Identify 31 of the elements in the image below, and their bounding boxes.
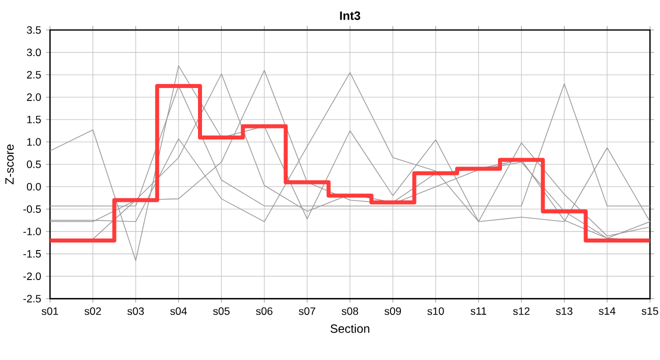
y-tick-label: 2.5 bbox=[27, 71, 41, 79]
x-tick-label: s01 bbox=[42, 307, 58, 315]
y-tick-label: -1.0 bbox=[23, 228, 41, 236]
y-axis-title: Z-score bbox=[5, 144, 14, 184]
y-tick-label: -2.5 bbox=[23, 294, 41, 302]
y-tick-label: 3.5 bbox=[26, 26, 41, 34]
x-tick-label: s08 bbox=[342, 307, 358, 315]
y-tick-label: 1.0 bbox=[27, 138, 41, 146]
chart-title: Int3 bbox=[340, 11, 360, 20]
x-tick-label: s03 bbox=[127, 307, 144, 315]
x-tick-label: s04 bbox=[170, 307, 187, 315]
x-tick-label: s02 bbox=[84, 307, 101, 315]
x-axis-title: Section bbox=[330, 324, 370, 333]
y-tick-label: -1.5 bbox=[23, 250, 41, 258]
y-tick-label: -2.0 bbox=[23, 272, 41, 280]
x-tick-label: s11 bbox=[470, 307, 486, 315]
x-tick-label: s13 bbox=[556, 307, 572, 315]
x-tick-label: s05 bbox=[213, 307, 230, 315]
x-tick-label: s15 bbox=[642, 307, 658, 315]
x-tick-label: s06 bbox=[256, 307, 272, 315]
x-tick-label: s07 bbox=[298, 307, 316, 315]
y-tick-label: 3.0 bbox=[26, 48, 41, 56]
x-tick-label: s12 bbox=[513, 307, 530, 315]
y-tick-label: 0.5 bbox=[26, 160, 41, 168]
y-tick-label: 1.5 bbox=[27, 116, 41, 124]
y-tick-label: 0.0 bbox=[26, 182, 41, 190]
y-tick-label: -0.5 bbox=[23, 205, 41, 213]
x-tick-label: s09 bbox=[384, 307, 401, 315]
y-tick-label: 2.0 bbox=[27, 93, 41, 101]
x-tick-label: s10 bbox=[427, 307, 444, 315]
x-tick-label: s14 bbox=[598, 307, 616, 315]
